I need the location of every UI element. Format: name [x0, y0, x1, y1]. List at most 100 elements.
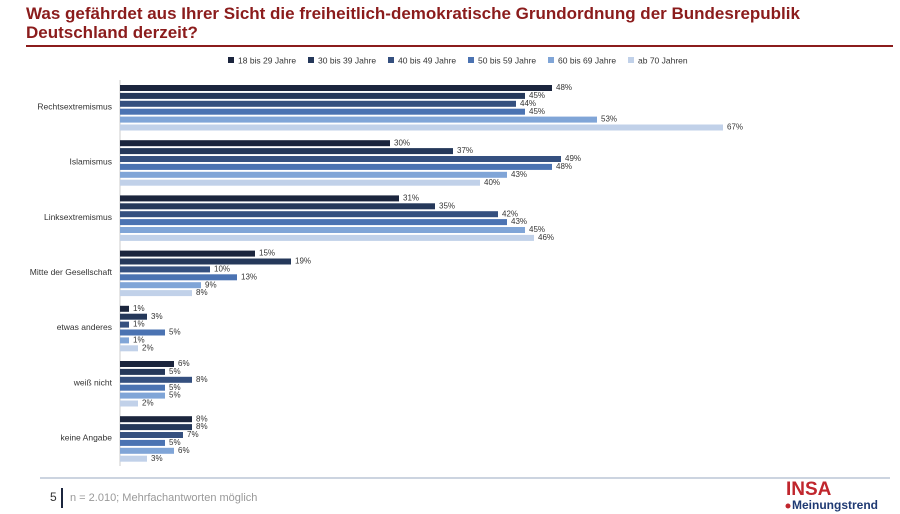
bar [120, 361, 174, 367]
legend-label: 18 bis 29 Jahre [238, 55, 296, 65]
legend-label: 40 bis 49 Jahre [398, 55, 456, 65]
value-label: 5% [169, 367, 181, 376]
value-label: 2% [142, 399, 154, 408]
bar [120, 171, 507, 178]
value-label: 31% [403, 194, 419, 203]
value-label: 3% [151, 454, 163, 463]
value-label: 8% [196, 422, 208, 431]
bar [120, 400, 138, 407]
value-label: 13% [241, 272, 257, 281]
bar [120, 100, 516, 107]
legend-swatch [388, 57, 394, 63]
bar [120, 274, 237, 281]
bar [120, 337, 129, 344]
value-label: 48% [556, 162, 572, 171]
bar [120, 116, 597, 123]
logo-dot [785, 503, 791, 509]
value-label: 44% [520, 99, 536, 108]
category-label: Rechtsextremismus [37, 101, 112, 111]
value-label: 48% [556, 83, 572, 92]
bar [120, 148, 453, 155]
bar [120, 424, 192, 431]
bar [120, 156, 561, 162]
value-label: 5% [169, 328, 181, 337]
bar [120, 290, 192, 297]
value-label: 45% [529, 225, 545, 234]
bar [120, 219, 507, 226]
value-label: 40% [484, 178, 500, 187]
value-label: 6% [178, 446, 190, 455]
bar [120, 313, 147, 320]
legend-swatch [548, 57, 554, 63]
bar [120, 392, 165, 399]
page-number: 5 [50, 490, 57, 504]
value-label: 49% [565, 154, 581, 163]
value-label: 8% [196, 288, 208, 297]
legend-label: ab 70 Jahren [638, 55, 688, 65]
value-label: 37% [457, 146, 473, 155]
bar [120, 124, 723, 131]
value-label: 3% [151, 312, 163, 321]
bar [120, 227, 525, 233]
bar [120, 416, 192, 423]
bar [120, 195, 399, 202]
value-label: 5% [169, 391, 181, 400]
bar [120, 447, 174, 454]
value-label: 2% [142, 343, 154, 352]
bar [120, 321, 129, 328]
bar [120, 432, 183, 438]
bar [120, 455, 147, 462]
value-label: 5% [169, 438, 181, 447]
value-label: 42% [502, 209, 518, 218]
value-label: 30% [394, 138, 410, 147]
value-label: 8% [196, 414, 208, 423]
bar [120, 345, 138, 352]
value-label: 53% [601, 115, 617, 124]
value-label: 1% [133, 336, 145, 345]
value-label: 46% [538, 233, 554, 242]
bar [120, 92, 525, 99]
bar [120, 282, 201, 289]
category-label: Mitte der Gesellschaft [30, 267, 113, 277]
bar [120, 179, 480, 186]
value-label: 67% [727, 123, 743, 132]
bar [120, 85, 552, 91]
bar [120, 376, 192, 383]
footer-note: n = 2.010; Mehrfachantworten möglich [70, 492, 257, 504]
value-label: 10% [214, 265, 230, 274]
legend-label: 60 bis 69 Jahre [558, 55, 616, 65]
legend-label: 30 bis 39 Jahre [318, 55, 376, 65]
value-label: 5% [169, 383, 181, 392]
legend-swatch [468, 57, 474, 63]
bar [120, 250, 255, 257]
bar [120, 108, 525, 115]
value-label: 1% [133, 304, 145, 313]
legend-swatch [628, 57, 634, 63]
bar [120, 439, 165, 446]
bar [120, 140, 390, 147]
value-label: 7% [187, 430, 199, 439]
chart-title: Was gefährdet aus Ihrer Sicht die freihe… [26, 4, 800, 42]
value-label: 45% [529, 91, 545, 100]
bar [120, 211, 498, 218]
value-label: 43% [511, 217, 527, 226]
value-label: 15% [259, 249, 275, 258]
category-label: Linksextremismus [44, 212, 112, 222]
value-label: 9% [205, 280, 217, 289]
legend-swatch [228, 57, 234, 63]
value-label: 6% [178, 359, 190, 368]
bar [120, 203, 435, 210]
value-label: 45% [529, 107, 545, 116]
category-label: Islamismus [69, 157, 112, 167]
bar [120, 266, 210, 273]
category-label: keine Angabe [60, 433, 112, 443]
legend-label: 50 bis 59 Jahre [478, 55, 536, 65]
value-label: 8% [196, 375, 208, 384]
bar [120, 305, 129, 312]
bar [120, 258, 291, 265]
category-label: weiß nicht [73, 377, 113, 387]
value-label: 1% [133, 320, 145, 329]
bar [120, 329, 165, 336]
bar [120, 384, 165, 391]
